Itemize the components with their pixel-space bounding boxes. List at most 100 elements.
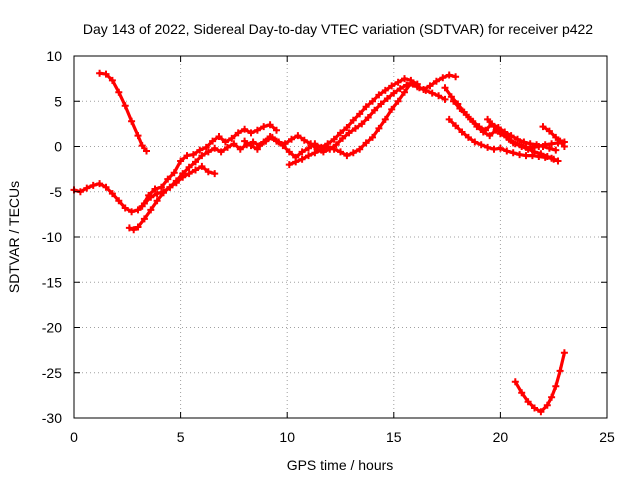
- data-point: [224, 143, 231, 151]
- data-point: [349, 149, 357, 157]
- data-point: [556, 137, 564, 145]
- grid: [74, 56, 607, 418]
- chart-title: Day 143 of 2022, Sidereal Day-to-day VTE…: [83, 21, 593, 37]
- data-point: [204, 148, 212, 156]
- data-point: [177, 157, 185, 165]
- data-point: [383, 95, 391, 102]
- data-point: [102, 70, 110, 78]
- data-point: [121, 102, 129, 110]
- data-point: [496, 144, 504, 152]
- y-tick-label: -20: [42, 320, 62, 336]
- data-point: [134, 223, 142, 231]
- data-point: [528, 143, 536, 151]
- data-point: [324, 143, 332, 150]
- data-point: [364, 114, 372, 121]
- data-point: [441, 84, 449, 92]
- data-point: [343, 124, 351, 131]
- data-point: [247, 142, 255, 150]
- data-point: [428, 89, 436, 97]
- data-point: [475, 123, 483, 131]
- data-point: [130, 226, 138, 234]
- data-point: [209, 137, 217, 145]
- data-point: [456, 105, 464, 112]
- data-point: [535, 143, 543, 150]
- data-point: [330, 135, 338, 143]
- data-point: [332, 141, 340, 149]
- data-point: [524, 398, 532, 406]
- data-point: [138, 202, 146, 210]
- data-point: [170, 169, 178, 177]
- data-point: [356, 110, 364, 118]
- data-point: [545, 144, 553, 152]
- data-point: [420, 86, 428, 93]
- data-point: [300, 136, 308, 144]
- data-point: [552, 382, 560, 390]
- data-point: [511, 378, 519, 386]
- data-point: [560, 349, 568, 357]
- data-point: [537, 408, 545, 416]
- data-point: [452, 122, 460, 130]
- data-point: [266, 133, 274, 140]
- data-point: [351, 124, 359, 132]
- data-point: [381, 86, 389, 94]
- data-point: [541, 141, 549, 149]
- data-point: [211, 144, 219, 152]
- data-point: [371, 106, 379, 114]
- series-line-sat-track-5: [243, 77, 419, 159]
- data-point: [375, 124, 383, 132]
- data-point: [531, 404, 538, 412]
- data-point: [548, 140, 556, 148]
- data-point: [377, 100, 385, 108]
- data-point: [211, 170, 219, 178]
- data-point: [401, 75, 408, 83]
- data-point: [115, 88, 123, 96]
- data-point: [305, 152, 312, 160]
- data-point: [115, 197, 123, 205]
- data-point: [441, 95, 449, 103]
- x-tick-label: 10: [279, 429, 295, 445]
- data-point: [192, 166, 199, 174]
- data-point: [452, 73, 460, 81]
- y-tick-label: -30: [42, 410, 62, 426]
- data-point: [249, 138, 257, 146]
- data-point: [134, 132, 142, 140]
- data-point: [503, 133, 511, 141]
- data-point: [153, 197, 161, 205]
- data-point: [298, 148, 306, 156]
- data-point: [151, 185, 159, 193]
- data-point: [349, 116, 357, 124]
- data-point: [198, 162, 206, 170]
- data-point: [394, 97, 402, 105]
- data-point: [140, 215, 148, 223]
- data-point: [401, 88, 408, 96]
- data-point: [539, 123, 547, 131]
- data-point: [202, 143, 210, 151]
- data-point: [394, 78, 402, 86]
- x-tick-label: 0: [70, 429, 78, 445]
- data-point: [345, 129, 353, 137]
- data-point: [83, 184, 91, 192]
- x-tick-label: 5: [177, 429, 185, 445]
- data-point: [164, 175, 172, 183]
- data-point: [509, 139, 517, 147]
- data-point: [501, 128, 509, 136]
- x-tick-label: 20: [493, 429, 509, 445]
- data-point: [317, 146, 325, 154]
- data-point: [407, 79, 415, 87]
- data-point: [108, 190, 116, 198]
- data-point: [185, 163, 193, 171]
- x-tick-label: 25: [599, 429, 615, 445]
- data-point: [356, 145, 364, 153]
- data-point: [426, 82, 434, 90]
- data-point: [153, 190, 161, 198]
- data-point: [458, 128, 466, 136]
- data-point: [482, 126, 489, 134]
- data-point: [279, 142, 287, 150]
- data-point: [362, 139, 370, 147]
- data-point: [548, 393, 556, 401]
- data-point: [241, 125, 249, 133]
- data-point: [192, 158, 199, 166]
- data-point: [330, 145, 338, 153]
- data-point: [145, 191, 153, 199]
